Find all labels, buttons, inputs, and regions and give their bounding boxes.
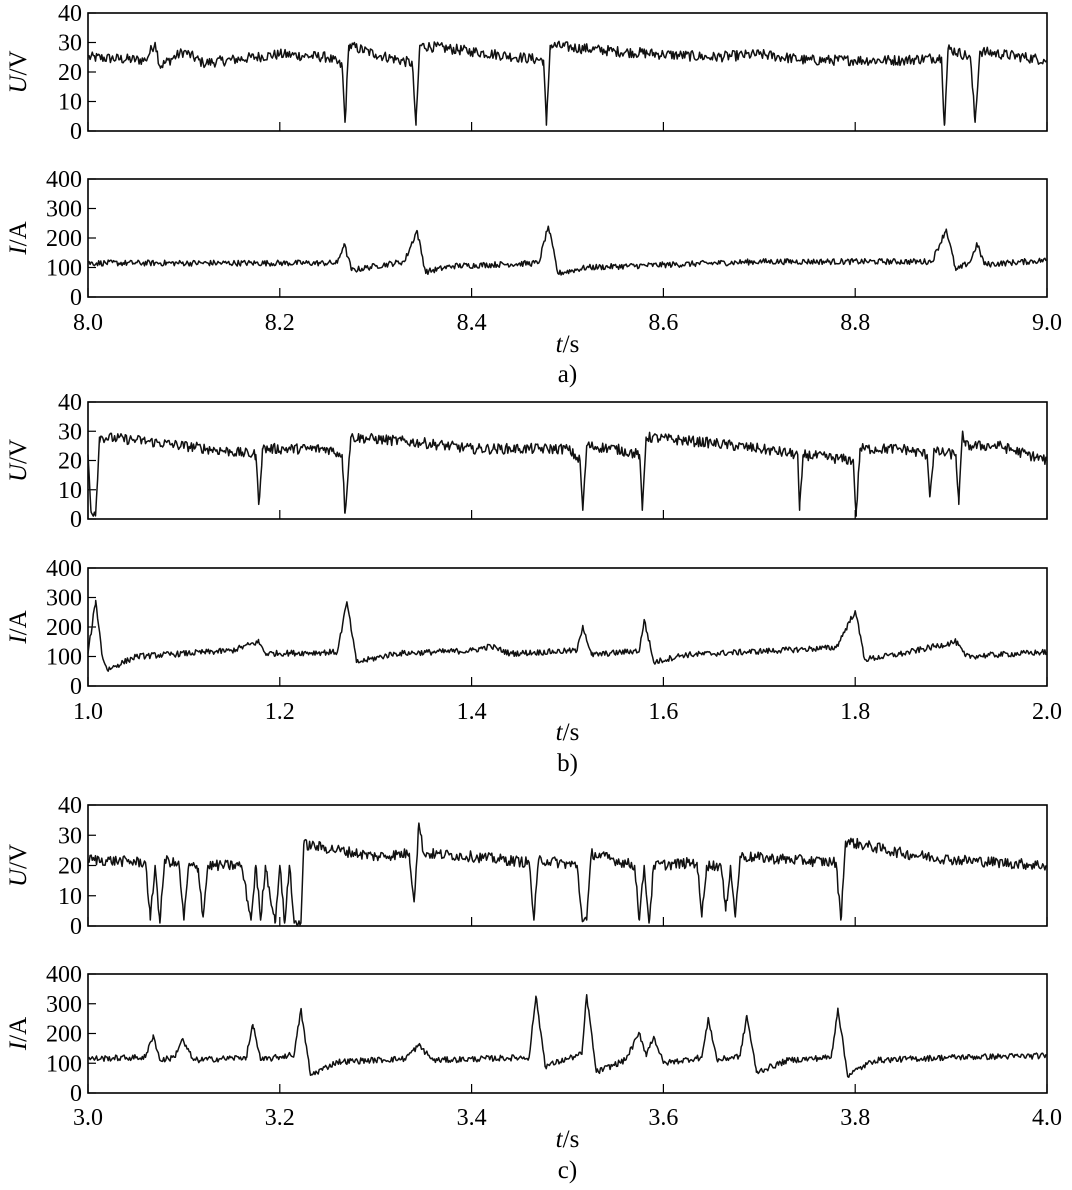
y-axis-label: I/A	[5, 610, 32, 644]
voltage-trace	[87, 40, 1048, 126]
y-tick-label: 300	[46, 586, 82, 612]
y-tick-label: 30	[58, 419, 82, 445]
y-tick-label: 400	[46, 556, 82, 582]
plot-frame	[87, 973, 1048, 1094]
y-tick-label: 0	[70, 914, 82, 940]
y-tick-label: 0	[70, 507, 82, 533]
y-tick-label: 0	[70, 285, 82, 311]
x-tick-label: 2.0	[1032, 699, 1062, 725]
x-tick-label: 1.0	[73, 699, 103, 725]
x-tick-label: 8.8	[840, 310, 870, 336]
x-tick-label: 4.0	[1032, 1105, 1062, 1131]
plot-frame	[87, 178, 1048, 298]
x-axis-label: t/s	[556, 331, 580, 358]
y-tick-label: 20	[58, 60, 82, 86]
panel-b: 0 10 20 30 40 U/V 0 100 200 300 400 I/A 1.0 1.2 1.4 1.6…	[5, 390, 1062, 777]
x-tick-label: 3.6	[648, 1105, 678, 1131]
panel-caption: a)	[558, 361, 577, 388]
current-trace	[87, 994, 1048, 1078]
x-tick-label: 8.4	[457, 310, 487, 336]
y-tick-label: 0	[70, 674, 82, 700]
y-axis-label: U/V	[5, 844, 32, 887]
x-tick-label: 8.0	[73, 310, 103, 336]
y-axis-label: U/V	[5, 50, 32, 93]
y-tick-label: 200	[46, 615, 82, 641]
plot-frame	[87, 567, 1048, 687]
y-tick-label: 200	[46, 226, 82, 252]
y-tick-label: 200	[46, 1022, 82, 1048]
y-tick-label: 400	[46, 962, 82, 988]
y-tick-label: 30	[58, 823, 82, 849]
y-tick-label: 10	[58, 90, 82, 116]
y-tick-label: 20	[58, 449, 82, 475]
y-tick-label: 0	[70, 119, 82, 145]
y-tick-label: 30	[58, 31, 82, 57]
y-tick-label: 10	[58, 478, 82, 504]
plot-frame	[87, 12, 1048, 132]
panel-caption: b)	[557, 750, 578, 777]
voltage-trace	[87, 822, 1048, 926]
current-trace	[87, 599, 1048, 672]
y-tick-label: 300	[46, 197, 82, 223]
voltage-trace	[87, 430, 1048, 517]
x-tick-label: 8.6	[648, 310, 678, 336]
x-tick-label: 3.8	[840, 1105, 870, 1131]
x-tick-label: 8.2	[265, 310, 295, 336]
x-axis-label: t/s	[556, 719, 580, 746]
x-tick-label: 3.2	[265, 1105, 295, 1131]
y-tick-label: 100	[46, 1051, 82, 1077]
x-axis-label: t/s	[556, 1126, 580, 1153]
y-tick-label: 20	[58, 854, 82, 880]
x-tick-label: 3.0	[73, 1105, 103, 1131]
y-tick-label: 10	[58, 884, 82, 910]
y-tick-label: 40	[58, 1, 82, 27]
y-tick-label: 40	[58, 390, 82, 416]
x-tick-label: 9.0	[1032, 310, 1062, 336]
y-tick-label: 0	[70, 1081, 82, 1107]
x-tick-label: 1.2	[265, 699, 295, 725]
y-axis-label: I/A	[5, 221, 32, 255]
panel-c: 0 10 20 30 40 U/V 0 100 200 300 400 I/A 3.0 3.2 3.4 3.6…	[5, 793, 1062, 1184]
y-tick-label: 100	[46, 256, 82, 282]
x-tick-label: 1.6	[648, 699, 678, 725]
x-tick-label: 1.8	[840, 699, 870, 725]
y-tick-label: 100	[46, 645, 82, 671]
panel-a: 0 10 20 30 40 U/V 0 100 200 300 400 I/A 8.0 8.2 8.4 8.6…	[5, 1, 1062, 388]
x-tick-label: 3.4	[457, 1105, 487, 1131]
y-tick-label: 40	[58, 793, 82, 819]
y-tick-label: 300	[46, 992, 82, 1018]
current-trace	[87, 225, 1048, 276]
x-tick-label: 1.4	[457, 699, 487, 725]
y-axis-label: I/A	[5, 1017, 32, 1051]
y-axis-label: U/V	[5, 439, 32, 482]
panel-caption: c)	[558, 1157, 577, 1184]
plot-frame	[87, 401, 1048, 520]
y-tick-label: 400	[46, 167, 82, 193]
